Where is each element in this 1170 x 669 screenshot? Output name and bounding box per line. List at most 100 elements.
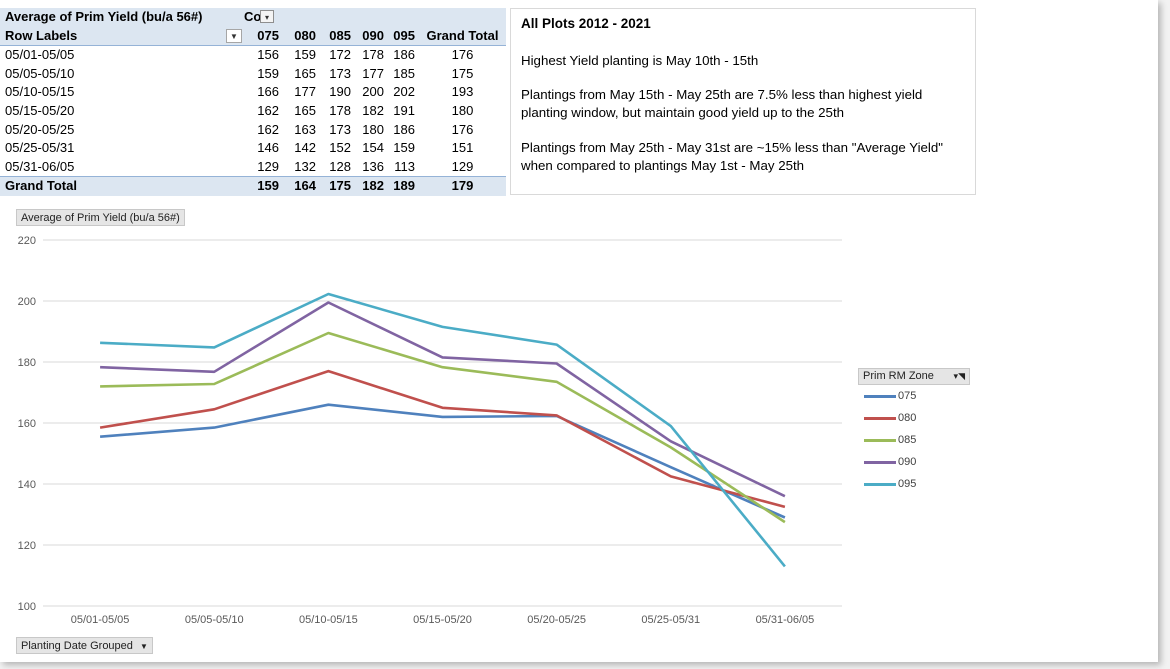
notes-line-2: Plantings from May 15th - May 25th are 7…	[521, 87, 923, 121]
x-tick-label: 05/20-05/25	[527, 614, 586, 626]
value-grand-total: 151	[451, 140, 474, 156]
chart-legend: Prim RM Zone ▾◥ 075 080 085 090 095	[858, 368, 970, 495]
pivot-row: 05/20-05/25 162 163 173 180 186 176	[0, 121, 506, 140]
value-080: 165	[294, 102, 316, 118]
value-090: 154	[362, 140, 384, 156]
value-085: 172	[329, 47, 351, 63]
value-095: 202	[393, 84, 415, 100]
value-095: 186	[393, 47, 415, 63]
value-075: 129	[257, 158, 279, 174]
value-075: 166	[257, 84, 279, 100]
legend-item-090: 090	[858, 451, 970, 473]
pivot-row: 05/15-05/20 162 165 178 182 191 180	[0, 102, 506, 121]
column-filter-icon[interactable]: ▾	[260, 10, 274, 23]
grand-total-090: 182	[362, 178, 384, 194]
value-grand-total: 176	[451, 121, 474, 137]
pivot-column-header-row: Row Labels ▼ 075 080 085 090 095 Grand T…	[0, 26, 506, 47]
x-tick-label: 05/15-05/20	[413, 614, 472, 626]
series-line-090[interactable]	[100, 301, 786, 498]
value-090: 177	[362, 65, 384, 81]
legend-filter-button[interactable]: Prim RM Zone ▾◥	[858, 368, 970, 385]
value-field-button[interactable]: Average of Prim Yield (bu/a 56#)	[16, 209, 185, 226]
y-tick-label: 120	[18, 540, 36, 552]
value-080: 142	[294, 140, 316, 156]
value-075: 162	[257, 121, 279, 137]
grand-total-075: 159	[257, 178, 279, 194]
grand-total-header: Grand Total	[426, 27, 499, 43]
value-095: 186	[393, 121, 415, 137]
row-label: 05/31-06/05	[5, 158, 75, 174]
y-tick-label: 140	[18, 479, 36, 491]
grand-total-080: 164	[294, 178, 316, 194]
x-tick-label: 05/10-05/15	[299, 614, 358, 626]
value-085: 173	[329, 65, 351, 81]
legend-swatch	[864, 439, 896, 442]
value-grand-total: 129	[451, 158, 474, 174]
column-header-075: 075	[257, 27, 279, 43]
pivot-row: 05/10-05/15 166 177 190 200 202 193	[0, 83, 506, 102]
value-085: 128	[329, 158, 351, 174]
row-label: 05/25-05/31	[5, 140, 75, 156]
legend-item-080: 080	[858, 407, 970, 429]
column-header-085: 085	[329, 27, 351, 43]
y-tick-label: 160	[18, 418, 36, 430]
value-095: 113	[394, 158, 415, 174]
row-label: 05/10-05/15	[5, 84, 75, 100]
value-080: 177	[294, 84, 316, 100]
notes-line-3: Plantings from May 25th - May 31st are ~…	[521, 140, 943, 174]
row-labels-dropdown-icon[interactable]: ▼	[226, 28, 242, 43]
row-label: 05/15-05/20	[5, 102, 75, 118]
value-085: 152	[329, 140, 351, 156]
value-080: 163	[294, 121, 316, 137]
value-090: 200	[362, 84, 384, 100]
row-labels-header: Row Labels	[5, 27, 78, 43]
notes-line-1: Highest Yield planting is May 10th - 15t…	[521, 53, 759, 68]
value-grand-total: 180	[451, 102, 474, 118]
grand-total-085: 175	[329, 178, 351, 194]
legend-label: 090	[898, 456, 917, 468]
measure-header: Average of Prim Yield (bu/a 56#)	[5, 9, 203, 24]
notes-textbox[interactable]: All Plots 2012 - 2021 Highest Yield plan…	[510, 8, 976, 195]
value-grand-total: 193	[451, 84, 474, 100]
value-095: 191	[393, 102, 415, 118]
pivot-row: 05/25-05/31 146 142 152 154 159 151	[0, 139, 506, 158]
pivot-row: 05/05-05/10 159 165 173 177 185 175	[0, 65, 506, 84]
y-tick-label: 180	[18, 357, 36, 369]
value-090: 178	[362, 47, 384, 63]
pivot-row: 05/01-05/05 156 159 172 178 186 176	[0, 46, 506, 65]
value-090: 180	[362, 121, 384, 137]
value-085: 178	[329, 102, 351, 118]
x-tick-label: 05/31-06/05	[756, 614, 815, 626]
column-header-090: 090	[362, 27, 384, 43]
legend-label: 075	[898, 390, 917, 402]
axis-field-dropdown-icon: ▼	[139, 642, 148, 651]
series-line-095[interactable]	[100, 292, 786, 568]
y-tick-label: 200	[18, 296, 36, 308]
value-090: 182	[362, 102, 384, 118]
legend-swatch	[864, 417, 896, 420]
value-080: 165	[294, 65, 316, 81]
series-line-075[interactable]	[99, 403, 786, 519]
value-085: 190	[329, 84, 351, 100]
legend-filter-icon: ▾◥	[953, 371, 965, 381]
axis-field-label: Planting Date Grouped	[21, 640, 133, 652]
axis-field-button[interactable]: Planting Date Grouped ▼	[16, 637, 153, 654]
series-line-085[interactable]	[100, 331, 786, 524]
row-label: 05/05-05/10	[5, 65, 75, 81]
notes-title: All Plots 2012 - 2021	[521, 16, 651, 31]
value-095: 185	[393, 65, 415, 81]
x-tick-label: 05/05-05/10	[185, 614, 244, 626]
column-header-095: 095	[393, 27, 415, 43]
grand-total-095: 189	[393, 178, 415, 194]
value-075: 159	[257, 65, 279, 81]
value-080: 159	[294, 47, 316, 63]
grand-total-row: Grand Total 159 164 175 182 189 179	[0, 176, 506, 196]
row-label: 05/20-05/25	[5, 121, 75, 137]
legend-swatch	[864, 483, 896, 486]
grand-total-label: Grand Total	[5, 178, 77, 194]
series-line-080[interactable]	[99, 369, 786, 509]
legend-swatch	[864, 395, 896, 398]
y-tick-label: 100	[18, 601, 36, 613]
legend-item-085: 085	[858, 429, 970, 451]
